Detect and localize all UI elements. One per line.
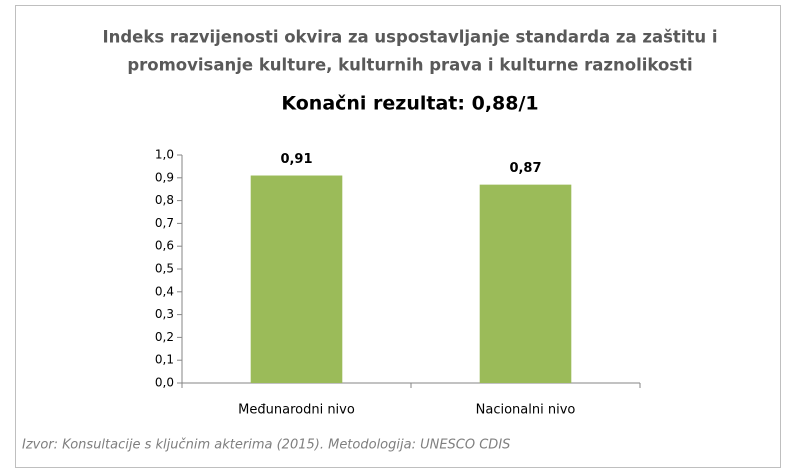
- y-tick-label: 0,2: [155, 330, 174, 344]
- y-tick-label: 0,0: [155, 376, 174, 390]
- data-label: 0,87: [509, 161, 541, 176]
- chart-title: Indeks razvijenosti okvira za uspostavlj…: [102, 28, 717, 47]
- x-tick-label: Međunarodni nivo: [238, 403, 355, 418]
- source-note: Izvor: Konsultacije s ključnim akterima …: [22, 438, 510, 453]
- chart-title: promovisanje kulture, kulturnih prava i …: [127, 56, 692, 75]
- chart-frame: [15, 5, 781, 468]
- y-tick-label: 1,0: [155, 148, 174, 162]
- bar: [479, 184, 572, 383]
- y-tick-label: 0,7: [155, 216, 174, 230]
- chart-subtitle: Konačni rezultat: 0,88/1: [281, 93, 538, 115]
- data-label: 0,91: [280, 152, 312, 167]
- y-tick-label: 0,3: [155, 307, 174, 321]
- y-tick-label: 0,5: [155, 262, 174, 276]
- y-tick-label: 0,4: [155, 284, 174, 298]
- y-tick-label: 0,6: [155, 239, 174, 253]
- x-tick-label: Nacionalni nivo: [476, 403, 576, 418]
- y-tick-label: 0,1: [155, 353, 174, 367]
- y-tick-label: 0,8: [155, 193, 174, 207]
- bar: [250, 175, 343, 383]
- y-tick-label: 0,9: [155, 170, 174, 184]
